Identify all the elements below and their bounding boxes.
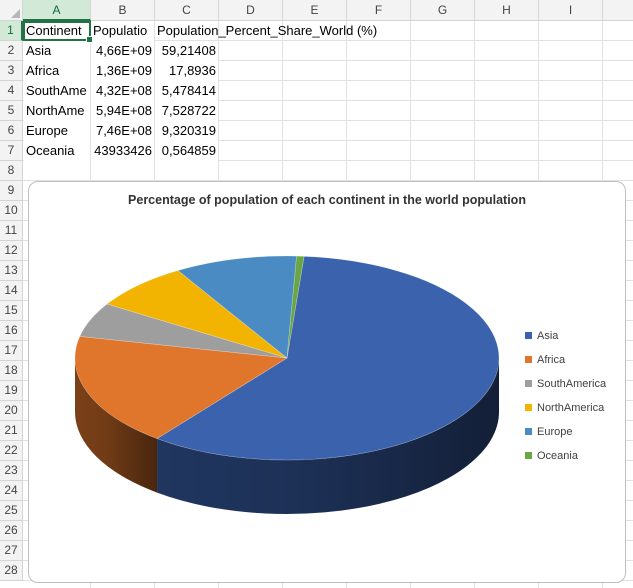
select-all-button[interactable] (0, 0, 23, 21)
cell-b3[interactable]: 1,36E+09 (91, 61, 154, 81)
cell-a3[interactable]: Africa (24, 61, 90, 81)
row-header-25[interactable]: 25 (0, 501, 23, 521)
chart-title: Percentage of population of each contine… (128, 193, 526, 207)
legend-label: Africa (537, 354, 566, 366)
column-header-c[interactable]: C (155, 0, 219, 21)
pie-chart[interactable]: Percentage of population of each contine… (28, 181, 626, 583)
cell-a5[interactable]: NorthAme (24, 101, 90, 121)
row-header-4[interactable]: 4 (0, 81, 23, 101)
legend-label: SouthAmerica (537, 378, 607, 390)
row-header-13[interactable]: 13 (0, 261, 23, 281)
row-header-23[interactable]: 23 (0, 461, 23, 481)
pie-slice-northamerica[interactable] (106, 270, 288, 359)
cell-c6[interactable]: 9,320319 (155, 121, 218, 141)
pie-side-asia (157, 358, 500, 514)
column-header-b[interactable]: B (91, 0, 155, 21)
column-header-d[interactable]: D (219, 0, 283, 21)
pie-slice-asia[interactable] (156, 256, 500, 461)
legend-item-europe[interactable]: Europe (525, 425, 606, 449)
cell-a4[interactable]: SouthAme (24, 81, 90, 101)
row-header-12[interactable]: 12 (0, 241, 23, 261)
column-header-g[interactable]: G (411, 0, 475, 21)
legend-item-southamerica[interactable]: SouthAmerica (525, 377, 606, 401)
legend-item-oceania[interactable]: Oceania (525, 449, 606, 473)
cell-c7[interactable]: 0,564859 (155, 141, 218, 161)
row-header-18[interactable]: 18 (0, 361, 23, 381)
row-header-24[interactable]: 24 (0, 481, 23, 501)
cell-c4[interactable]: 5,478414 (155, 81, 218, 101)
row-header-10[interactable]: 10 (0, 201, 23, 221)
row-header-22[interactable]: 22 (0, 441, 23, 461)
legend-label: Oceania (537, 450, 578, 462)
legend-swatch (525, 428, 532, 435)
legend-item-asia[interactable]: Asia (525, 329, 606, 353)
cell-b6[interactable]: 7,46E+08 (91, 121, 154, 141)
column-header-h[interactable]: H (475, 0, 539, 21)
row-header-8[interactable]: 8 (0, 161, 23, 181)
cell-c1[interactable]: Population_Percent_Share_World (%) (157, 23, 378, 38)
pie-slice-africa[interactable] (74, 336, 288, 439)
row-header-16[interactable]: 16 (0, 321, 23, 341)
row-header-19[interactable]: 19 (0, 381, 23, 401)
row-header-5[interactable]: 5 (0, 101, 23, 121)
pie-slice-oceania[interactable] (286, 255, 305, 359)
row-header-9[interactable]: 9 (0, 181, 23, 201)
pie-slice-southamerica[interactable] (79, 303, 288, 359)
column-header-f[interactable]: F (347, 0, 411, 21)
legend-swatch (525, 356, 532, 363)
legend-swatch (525, 404, 532, 411)
legend-swatch (525, 380, 532, 387)
legend-swatch (525, 452, 532, 459)
cell-c3[interactable]: 17,8936 (155, 61, 218, 81)
cell-a1[interactable]: Continent (24, 21, 90, 41)
row-header-21[interactable]: 21 (0, 421, 23, 441)
row-header-27[interactable]: 27 (0, 541, 23, 561)
cell-b1[interactable]: Populatio (91, 21, 154, 41)
cell-a7[interactable]: Oceania (24, 141, 90, 161)
chart-legend: Asia Africa SouthAmerica NorthAmerica Europe… (525, 329, 606, 473)
row-header-20[interactable]: 20 (0, 401, 23, 421)
column-header-i[interactable]: I (539, 0, 603, 21)
row-header-2[interactable]: 2 (0, 41, 23, 61)
legend-item-northamerica[interactable]: NorthAmerica (525, 401, 606, 425)
cell-b7[interactable]: 43933426 (91, 141, 154, 161)
column-header-e[interactable]: E (283, 0, 347, 21)
legend-item-africa[interactable]: Africa (525, 353, 606, 377)
cell-b5[interactable]: 5,94E+08 (91, 101, 154, 121)
row-header-6[interactable]: 6 (0, 121, 23, 141)
row-header-17[interactable]: 17 (0, 341, 23, 361)
cell-c5[interactable]: 7,528722 (155, 101, 218, 121)
row-header-7[interactable]: 7 (0, 141, 23, 161)
cell-b2[interactable]: 4,66E+09 (91, 41, 154, 61)
pie-slice-europe[interactable] (177, 255, 297, 359)
row-header-1[interactable]: 1 (0, 21, 23, 41)
row-header-3[interactable]: 3 (0, 61, 23, 81)
column-header-a[interactable]: A (23, 0, 91, 21)
legend-label: Asia (537, 330, 559, 342)
row-header-26[interactable]: 26 (0, 521, 23, 541)
row-header-14[interactable]: 14 (0, 281, 23, 301)
cell-a2[interactable]: Asia (24, 41, 90, 61)
cell-b4[interactable]: 4,32E+08 (91, 81, 154, 101)
pie-chart-plot (74, 255, 500, 514)
column-header-j[interactable] (603, 0, 633, 21)
row-header-15[interactable]: 15 (0, 301, 23, 321)
cell-a6[interactable]: Europe (24, 121, 90, 141)
legend-swatch (525, 332, 532, 339)
legend-label: Europe (537, 426, 573, 438)
row-header-28[interactable]: 28 (0, 561, 23, 581)
pie-side-africa (75, 358, 158, 493)
row-header-11[interactable]: 11 (0, 221, 23, 241)
legend-label: NorthAmerica (537, 402, 605, 414)
cell-c2[interactable]: 59,21408 (155, 41, 218, 61)
